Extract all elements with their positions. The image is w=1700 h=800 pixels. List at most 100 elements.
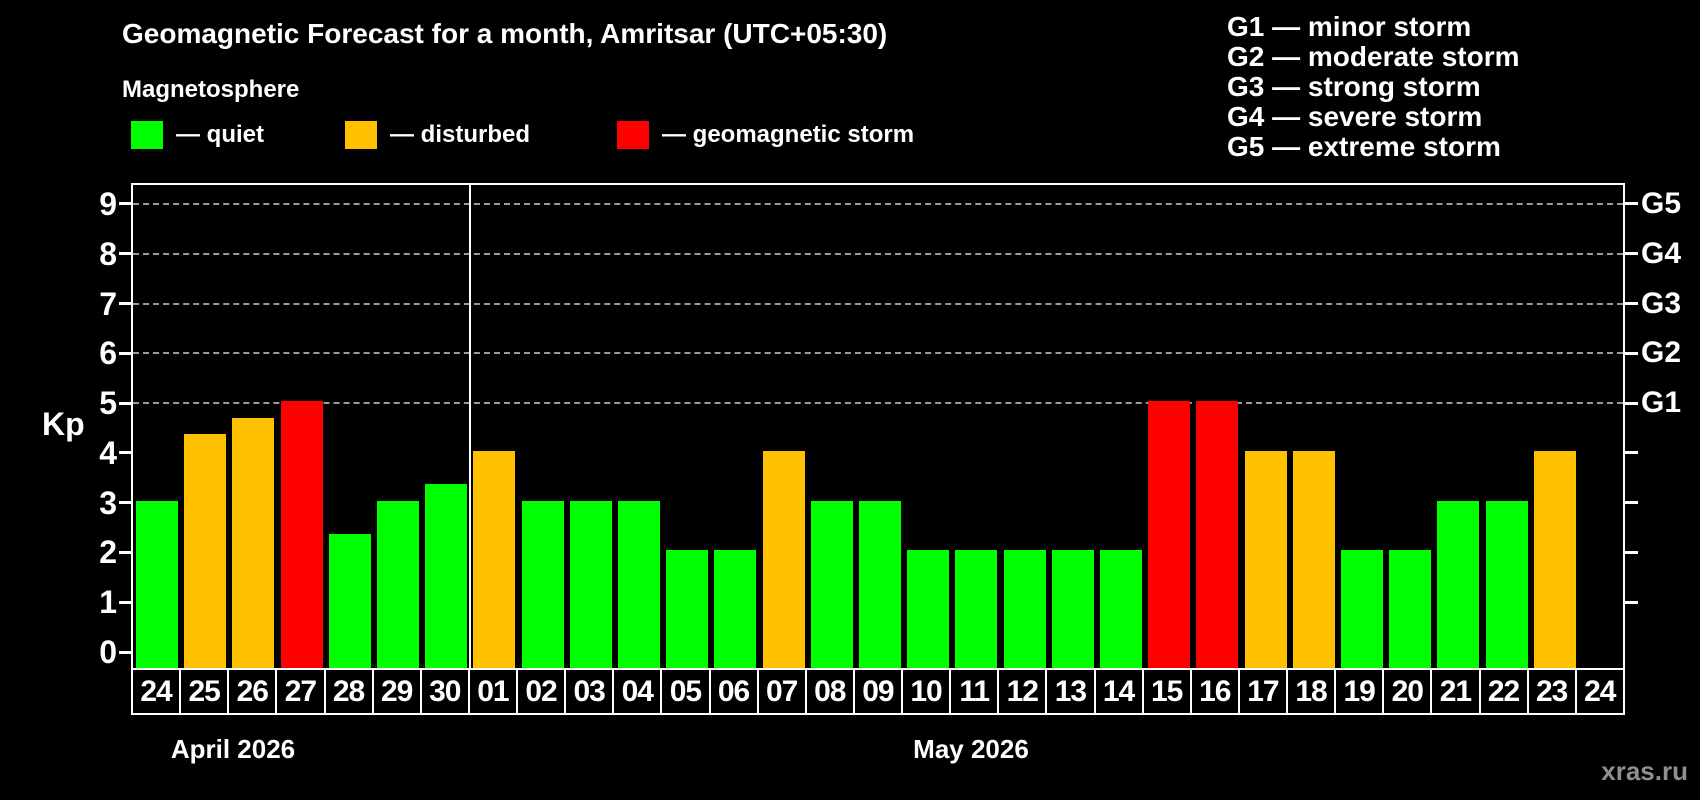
legend-item-label: — geomagnetic storm <box>662 121 915 148</box>
kp-bar <box>955 550 998 668</box>
kp-bar <box>1148 401 1191 668</box>
right-axis-tick <box>1623 252 1638 256</box>
y-axis-label: 9 <box>99 185 117 222</box>
kp-bar <box>859 500 901 668</box>
date-cell: 24 <box>131 668 182 715</box>
watermark: xras.ru <box>1601 756 1688 786</box>
right-axis-tick <box>1623 351 1638 355</box>
kp-bar <box>425 484 468 668</box>
date-cell: 14 <box>1093 668 1144 715</box>
right-axis-tick <box>1623 302 1638 306</box>
y-axis-label: 8 <box>99 235 117 272</box>
y-axis-tick <box>119 252 133 256</box>
kp-bar <box>1485 500 1528 668</box>
date-cell: 19 <box>1334 668 1385 715</box>
right-axis-tick <box>1623 600 1638 604</box>
month-label-may: May 2026 <box>913 734 1029 764</box>
date-cell: 29 <box>371 668 422 715</box>
legend-item-label: — quiet <box>176 121 264 148</box>
y-axis-tick <box>119 650 133 654</box>
date-cell: 08 <box>804 668 855 715</box>
date-cell: 28 <box>323 668 374 715</box>
right-axis-tick <box>1623 451 1638 455</box>
storm-color-swatch <box>617 121 649 149</box>
y-axis-tick <box>119 202 133 206</box>
g-scale-legend-item: G3 — strong storm <box>1227 71 1481 102</box>
y-axis-label: 4 <box>99 434 117 471</box>
y-axis-tick <box>119 351 133 355</box>
right-axis-tick <box>1623 202 1638 206</box>
kp-gridline <box>133 402 1623 405</box>
date-cell: 11 <box>949 668 1000 715</box>
kp-bar <box>762 450 805 668</box>
kp-bar <box>907 550 950 668</box>
date-cell: 20 <box>1382 668 1433 715</box>
y-axis-tick <box>119 600 133 604</box>
y-axis-label: 3 <box>99 484 117 521</box>
date-cell: 15 <box>1141 668 1192 715</box>
chart-subtitle: Magnetosphere <box>122 76 300 103</box>
y-axis-label: 1 <box>99 584 117 621</box>
date-cell: 05 <box>660 668 711 715</box>
plot-area: 0 1 2 3 4 5 6 7 8 9 G1 G2 G3 G4 G5 <box>99 183 1681 670</box>
kp-bar <box>473 450 516 668</box>
date-cell: 09 <box>852 668 903 715</box>
quiet-color-swatch <box>131 121 163 149</box>
legend-item-label: — disturbed <box>390 121 531 148</box>
kp-bar <box>136 500 179 668</box>
kp-bar <box>232 417 275 668</box>
kp-bar <box>1340 550 1383 668</box>
kp-gridline <box>133 252 1623 255</box>
date-cell: 17 <box>1237 668 1288 715</box>
date-cell: 22 <box>1478 668 1529 715</box>
y-axis-tick <box>119 501 133 505</box>
right-axis-tick <box>1623 501 1638 505</box>
date-cell: 04 <box>612 668 663 715</box>
y-axis-label: 5 <box>99 385 117 422</box>
kp-gridline <box>133 352 1623 355</box>
x-axis-date-row: 24 25 26 27 28 29 30 01 02 03 04 05 06 07 08 09 10 11 12 13… <box>131 668 1625 715</box>
g-scale-legend: G1 — minor storm G2 — moderate storm G3 — … <box>1227 12 1520 162</box>
kp-bar <box>666 550 709 668</box>
date-cell: 13 <box>1045 668 1096 715</box>
kp-bar <box>1244 450 1287 668</box>
g-scale-legend-item: G1 — minor storm <box>1227 11 1472 42</box>
kp-gridline <box>133 202 1623 205</box>
right-axis-tick <box>1623 401 1638 405</box>
chart-title: Geomagnetic Forecast for a month, Amrits… <box>122 18 888 49</box>
y-axis-label: 0 <box>99 634 117 670</box>
month-label-april: April 2026 <box>170 734 296 764</box>
legend-item-quiet: — quiet <box>131 120 264 150</box>
date-cell: 18 <box>1286 668 1337 715</box>
legend-item-storm: — geomagnetic storm <box>617 120 914 150</box>
date-cell: 27 <box>275 668 326 715</box>
date-cell: 24 <box>1574 668 1625 715</box>
kp-bar <box>1533 450 1576 668</box>
right-axis-tick <box>1623 550 1638 554</box>
date-cell: 06 <box>708 668 759 715</box>
kp-bar <box>521 500 564 668</box>
y-axis-tick <box>119 401 133 405</box>
date-cell: 12 <box>997 668 1048 715</box>
date-cell: 25 <box>179 668 230 715</box>
kp-bar <box>328 534 371 668</box>
y-axis-label: 7 <box>99 285 117 322</box>
y-axis-tick <box>119 302 133 306</box>
y-axis-title: Kp <box>42 406 85 442</box>
date-cell: 26 <box>227 668 278 715</box>
legend-item-disturbed: — disturbed <box>345 120 530 150</box>
kp-bar <box>714 550 757 668</box>
kp-bar <box>1389 550 1432 668</box>
y-axis-tick <box>119 451 133 455</box>
y-axis-label: 2 <box>99 534 117 571</box>
y-axis-label: 6 <box>99 335 117 372</box>
g-level-label: G5 <box>1641 186 1682 220</box>
date-cell: 01 <box>467 668 518 715</box>
date-cell: 07 <box>756 668 807 715</box>
kp-bar <box>280 401 323 668</box>
g-level-label: G2 <box>1641 336 1682 370</box>
kp-bar <box>1292 450 1335 668</box>
g-level-label: G3 <box>1641 286 1682 320</box>
date-cell: 16 <box>1189 668 1240 715</box>
kp-bar <box>618 500 661 668</box>
